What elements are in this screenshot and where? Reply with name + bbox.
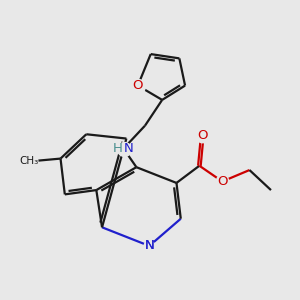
Text: O: O [217, 175, 227, 188]
Text: H: H [112, 142, 122, 155]
Text: O: O [197, 129, 208, 142]
Text: O: O [133, 79, 143, 92]
Text: N: N [124, 142, 134, 155]
Text: N: N [144, 239, 154, 252]
Text: CH₃: CH₃ [20, 157, 39, 166]
Text: N: N [144, 239, 154, 252]
